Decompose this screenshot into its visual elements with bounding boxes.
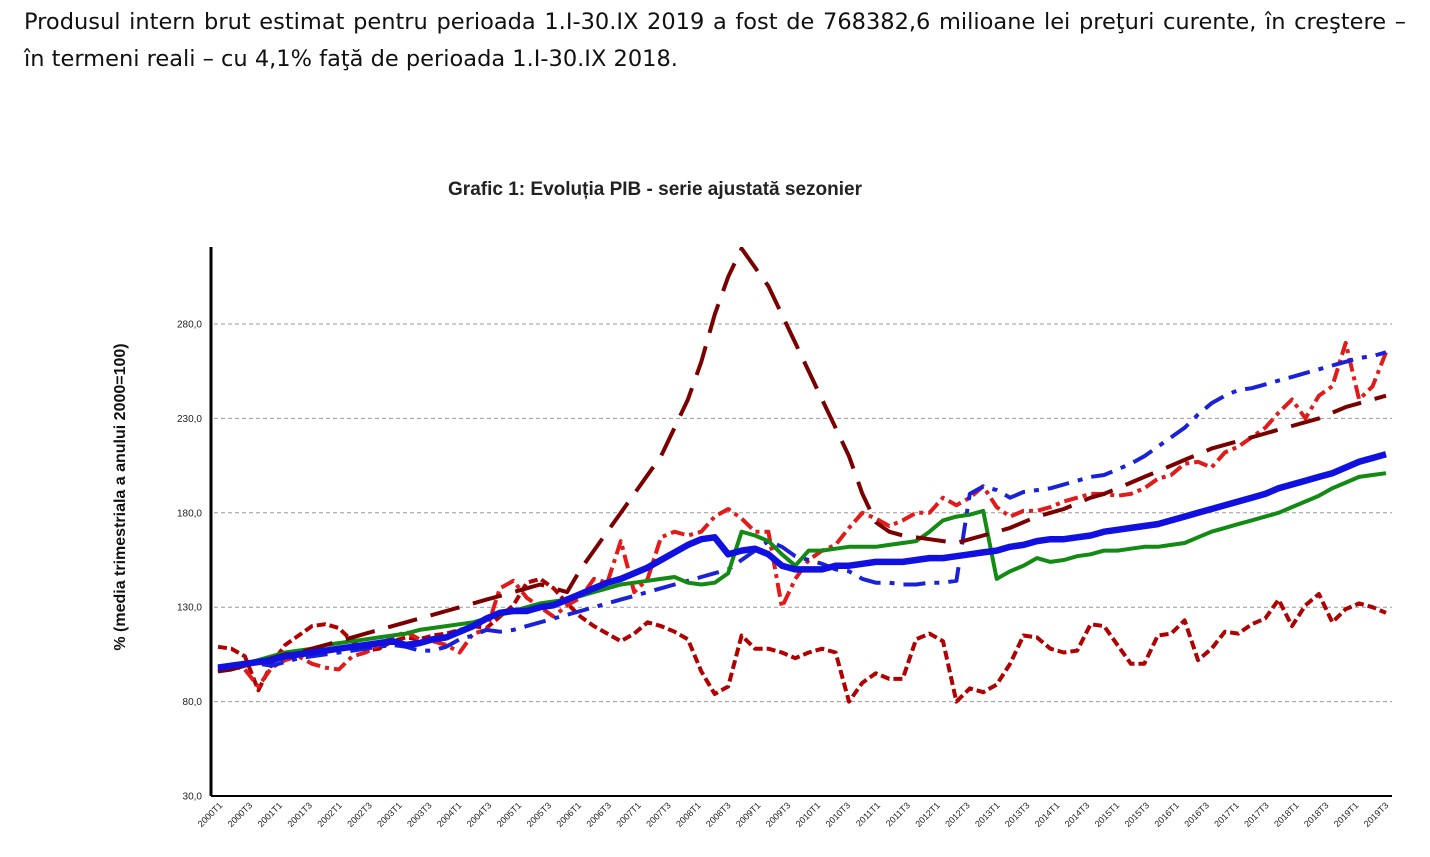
x-tick-label: 2009T3 [764, 800, 793, 829]
series-lines [217, 247, 1388, 704]
x-tick-label: 2010T3 [824, 800, 853, 829]
x-tick-label: 2017T1 [1212, 800, 1241, 829]
x-tick-label: 2000T3 [226, 800, 255, 829]
x-tick-label: 2008T3 [704, 800, 733, 829]
series-line-3 [217, 350, 1387, 674]
y-tick-label: 180,0 [177, 508, 202, 519]
x-tick-label: 2015T3 [1123, 800, 1152, 829]
x-tick-label: 2000T1 [196, 800, 225, 829]
x-tick-label: 2002T1 [315, 800, 344, 829]
x-tick-label: 2001T1 [256, 800, 285, 829]
y-tick-label: 130,0 [177, 603, 202, 614]
x-tick-label: 2009T1 [734, 800, 763, 829]
x-tick-label: 2008T1 [674, 800, 703, 829]
x-tick-label: 2001T3 [285, 800, 314, 829]
x-tick-label: 2012T3 [943, 800, 972, 829]
x-tick-label: 2004T3 [465, 800, 494, 829]
x-tick-label: 2002T3 [345, 800, 374, 829]
x-axis-ticks: 2000T1 2000T3 2001T1 2001T3 2002T1 2002T3 2003… [196, 800, 1391, 829]
y-tick-label: 230,0 [177, 414, 202, 425]
x-tick-label: 2005T3 [525, 800, 554, 829]
x-tick-label: 2006T3 [584, 800, 613, 829]
y-tick-label: 80,0 [183, 697, 203, 708]
y-axis-ticks: 30,0 80,0 130,0 180,0 230,0 280,0 [177, 320, 202, 803]
x-tick-label: 2017T3 [1242, 800, 1271, 829]
x-tick-label: 2016T3 [1182, 800, 1211, 829]
x-tick-label: 2011T3 [884, 800, 912, 828]
series-line-4 [217, 471, 1387, 670]
x-tick-label: 2010T1 [794, 800, 823, 829]
intro-paragraph: Produsul intern brut estimat pentru peri… [24, 9, 1406, 72]
x-tick-label: 2015T1 [1093, 800, 1122, 829]
x-tick-label: 2003T1 [375, 800, 404, 829]
series-line-1 [217, 576, 1387, 704]
series-line-6 [217, 451, 1387, 671]
x-tick-label: 2004T1 [435, 800, 464, 829]
x-tick-label: 2012T1 [913, 800, 942, 829]
x-tick-label: 2003T3 [405, 800, 434, 829]
x-tick-label: 2019T1 [1332, 800, 1361, 829]
x-tick-label: 2014T1 [1033, 800, 1062, 829]
series-line-5 [217, 247, 1387, 674]
x-tick-label: 2019T3 [1362, 800, 1391, 829]
y-tick-label: 280,0 [177, 320, 202, 331]
x-tick-label: 2006T1 [555, 800, 584, 829]
x-tick-label: 2005T1 [495, 800, 524, 829]
x-tick-label: 2007T1 [614, 800, 643, 829]
x-tick-label: 2014T3 [1063, 800, 1092, 829]
x-tick-label: 2018T3 [1302, 800, 1331, 829]
x-tick-label: 2013T1 [973, 800, 1002, 829]
x-tick-label: 2013T3 [1003, 800, 1032, 829]
chart-title: Grafic 1: Evoluția PIB - serie ajustată … [448, 179, 863, 200]
x-tick-label: 2018T1 [1272, 800, 1301, 829]
x-tick-label: 2007T3 [644, 800, 673, 829]
y-tick-label: 30,0 [183, 792, 203, 803]
x-tick-label: 2016T1 [1152, 800, 1181, 829]
y-axis-label: % (media trimestriala a anului 2000=100) [112, 343, 129, 650]
x-tick-label: 2011T1 [854, 800, 882, 828]
